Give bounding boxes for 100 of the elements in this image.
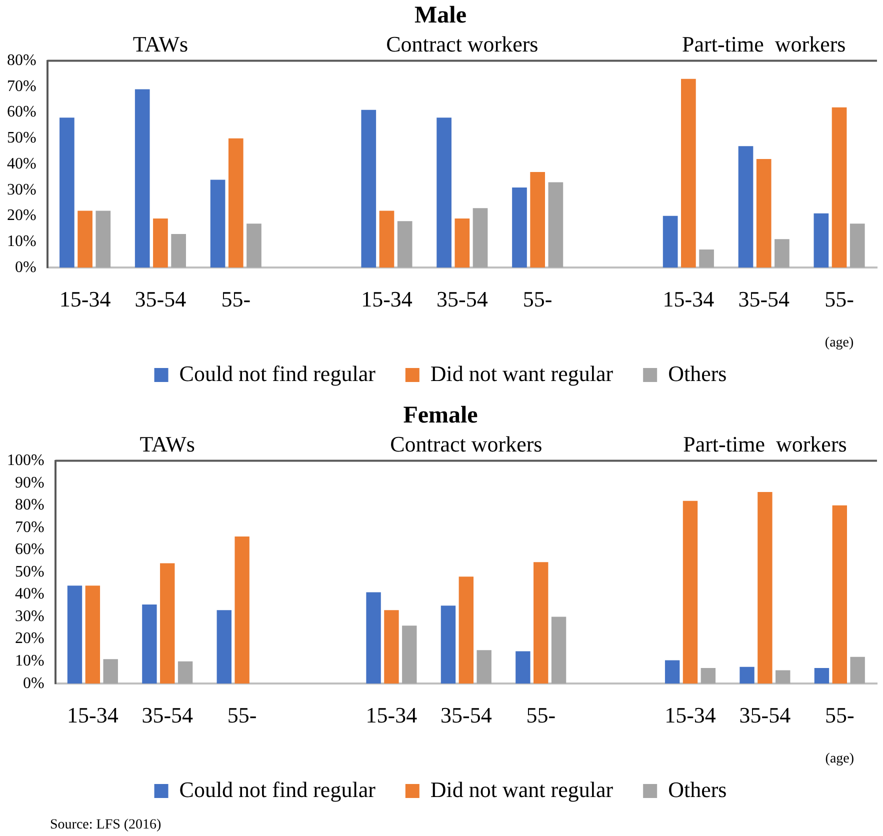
x-tick-label: 35-54 [142, 702, 194, 728]
bar [361, 110, 376, 268]
bar [664, 660, 680, 684]
text: Part-time workers [682, 32, 846, 57]
bar [548, 182, 564, 268]
x-tick-label: 15-34 [59, 286, 111, 312]
bar [476, 650, 492, 684]
bar [850, 224, 865, 268]
bar [436, 118, 452, 268]
bar [103, 659, 118, 684]
legend-label: Others [668, 776, 727, 802]
bar [534, 562, 548, 684]
bar [516, 651, 530, 684]
x-tick-label: 35-54 [738, 286, 790, 312]
bar [776, 670, 790, 684]
y-tick-label: 60% [15, 541, 44, 558]
bar [366, 592, 381, 684]
bar [78, 210, 92, 268]
x-tick-label: 55- [221, 286, 251, 312]
bar [454, 218, 470, 268]
bar [740, 666, 754, 684]
bar [699, 250, 714, 268]
bar [153, 218, 168, 268]
legend-label: Did not want regular [430, 360, 614, 386]
y-tick-label: 10% [15, 652, 44, 670]
bar [171, 234, 186, 268]
x-tick-label: 35-54 [134, 286, 186, 312]
y-tick-label: 50% [15, 563, 44, 580]
y-tick-label: 10% [7, 232, 36, 250]
bar [246, 224, 262, 268]
bar [758, 492, 772, 684]
bar [384, 610, 399, 684]
bar [682, 500, 698, 684]
y-tick-label: 90% [15, 474, 44, 492]
bar [756, 159, 772, 268]
x-tick-label: 15-34 [366, 702, 418, 728]
y-tick-label: 30% [15, 608, 44, 625]
y-tick-label: 40% [15, 586, 44, 603]
bar [551, 616, 566, 684]
bar [160, 563, 175, 684]
text: (age) [824, 336, 854, 351]
y-tick-label: 70% [7, 78, 36, 95]
bar [681, 78, 696, 268]
y-tick-label: 60% [7, 104, 36, 121]
bar [512, 187, 527, 268]
y-tick-label: 20% [15, 630, 44, 648]
text: Contract workers [390, 432, 542, 457]
bar [458, 576, 474, 684]
y-tick-label: 0% [23, 674, 44, 692]
bar [216, 610, 232, 684]
x-tick-label: 55- [522, 286, 552, 312]
bar [814, 213, 829, 268]
text: TAWs [132, 32, 188, 57]
y-tick-label: 100% [7, 452, 44, 470]
x-tick-label: 55- [824, 702, 854, 728]
legend-label: Others [668, 360, 727, 386]
y-tick-label: 80% [15, 496, 44, 514]
x-tick-label: 35-54 [440, 702, 492, 728]
bar [472, 208, 488, 268]
bar [85, 586, 100, 684]
bar [832, 505, 847, 684]
legend-label: Did not want regular [430, 776, 614, 802]
bar [142, 604, 157, 684]
bar [67, 586, 82, 684]
x-tick-label: 35-54 [436, 286, 488, 312]
bar [530, 172, 546, 268]
chart-title: Female [403, 402, 478, 429]
bar [832, 107, 847, 268]
bar [379, 210, 394, 268]
y-tick-label: 40% [7, 155, 36, 172]
bar [662, 216, 678, 268]
bar [738, 146, 754, 268]
text: TAWs [140, 432, 195, 457]
y-tick-label: 80% [7, 52, 36, 70]
source-note: Source: LFS (2016) [50, 818, 162, 833]
y-tick-label: 70% [15, 518, 44, 536]
bar [228, 138, 244, 268]
bar [134, 89, 150, 268]
x-tick-label: 15-34 [67, 702, 118, 728]
x-tick-label: 15-34 [361, 286, 412, 312]
bar [178, 661, 193, 684]
y-tick-label: 20% [7, 207, 36, 224]
x-tick-label: 55- [526, 702, 556, 728]
chart-title: Male [414, 2, 467, 29]
bar [814, 668, 830, 684]
text: Part-time workers [683, 432, 847, 457]
bar [402, 626, 417, 684]
legend-label: Could not find regular [179, 776, 376, 802]
bar [397, 221, 412, 268]
bar [234, 536, 250, 684]
legend-label: Could not find regular [179, 360, 376, 386]
bar [774, 239, 790, 268]
bar [210, 180, 226, 268]
text: Contract workers [386, 32, 538, 57]
x-tick-label: 35-54 [739, 702, 791, 728]
y-tick-label: 30% [7, 181, 36, 198]
bar [850, 656, 865, 684]
x-tick-label: 55- [824, 286, 854, 312]
bar [96, 210, 111, 268]
x-tick-label: 15-34 [664, 702, 716, 728]
